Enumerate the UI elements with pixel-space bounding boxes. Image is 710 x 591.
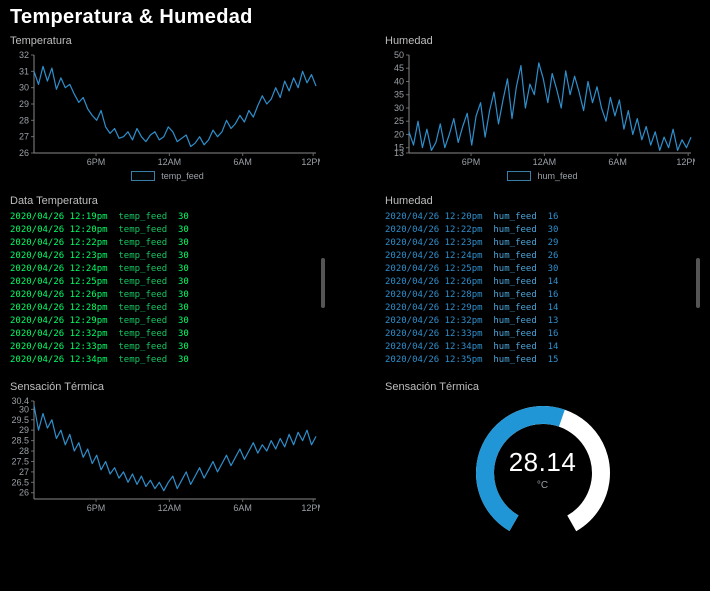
svg-text:27: 27 [19,132,29,142]
svg-text:30.4: 30.4 [11,397,29,406]
gauge-panel: Sensación Térmica 28.14 °C [385,381,700,537]
feed-row: 2020/04/26 12:28pm hum_feed 16 [385,289,700,302]
svg-text:40: 40 [394,76,404,86]
feed-row: 2020/04/26 12:25pm temp_feed 30 [10,276,325,289]
svg-text:20: 20 [394,129,404,139]
feed-row: 2020/04/26 12:24pm temp_feed 30 [10,263,325,276]
svg-text:29: 29 [19,425,29,435]
hum-feed-panel: Humedad 2020/04/26 12:20pm hum_feed 1620… [385,195,700,367]
svg-text:29: 29 [19,99,29,109]
scrollbar-thumb[interactable] [696,258,700,308]
svg-text:12AM: 12AM [158,503,182,513]
gauge-widget[interactable]: 28.14 °C [385,397,700,537]
gauge-arc [463,397,623,537]
svg-text:29.5: 29.5 [11,415,29,425]
svg-text:6PM: 6PM [87,157,106,167]
svg-text:12PM: 12PM [676,157,695,167]
feed-row: 2020/04/26 12:29pm hum_feed 14 [385,302,700,315]
feed-row: 2020/04/26 12:26pm hum_feed 14 [385,276,700,289]
svg-text:6PM: 6PM [462,157,481,167]
hum-feed-list[interactable]: 2020/04/26 12:20pm hum_feed 162020/04/26… [385,211,700,367]
feed-row: 2020/04/26 12:22pm hum_feed 30 [385,224,700,237]
feed-row: 2020/04/26 12:33pm temp_feed 30 [10,341,325,354]
hum-feed-title: Humedad [385,195,700,207]
feed-row: 2020/04/26 12:24pm hum_feed 26 [385,250,700,263]
svg-text:27: 27 [19,467,29,477]
svg-text:26: 26 [19,148,29,158]
heat-chart-panel: Sensación Térmica 2626.52727.52828.52929… [10,381,325,537]
temp-line-chart[interactable]: 26 27 28 29 30 31 32 6PM 12AM 6AM 12PM [10,51,320,169]
svg-text:6AM: 6AM [608,157,627,167]
scrollbar-thumb[interactable] [321,258,325,308]
feed-row: 2020/04/26 12:34pm hum_feed 14 [385,341,700,354]
svg-text:45: 45 [394,63,404,73]
svg-text:27.5: 27.5 [11,456,29,466]
feed-row: 2020/04/26 12:34pm temp_feed 30 [10,354,325,367]
page-title: Temperatura & Humedad [10,6,700,29]
temp-chart-title: Temperatura [10,35,325,47]
svg-text:12AM: 12AM [158,157,182,167]
heat-chart-title: Sensación Térmica [10,381,325,393]
feed-row: 2020/04/26 12:25pm hum_feed 30 [385,263,700,276]
svg-text:6AM: 6AM [233,157,252,167]
hum-chart-panel: Humedad 1315202530354045506PM12AM6AM12PM… [385,35,700,181]
temp-feed-panel: Data Temperatura 2020/04/26 12:19pm temp… [10,195,325,367]
feed-row: 2020/04/26 12:26pm temp_feed 30 [10,289,325,302]
feed-row: 2020/04/26 12:29pm temp_feed 30 [10,315,325,328]
svg-text:35: 35 [394,90,404,100]
svg-text:31: 31 [19,66,29,76]
hum-legend-swatch [507,171,531,181]
svg-text:12PM: 12PM [301,157,320,167]
hum-line-chart[interactable]: 1315202530354045506PM12AM6AM12PM [385,51,695,169]
feed-row: 2020/04/26 12:28pm temp_feed 30 [10,302,325,315]
temp-legend-label: temp_feed [161,171,204,181]
svg-text:26: 26 [19,488,29,498]
hum-legend: hum_feed [385,171,700,181]
temp-feed-title: Data Temperatura [10,195,325,207]
temp-legend: temp_feed [10,171,325,181]
svg-text:25: 25 [394,116,404,126]
feed-row: 2020/04/26 12:35pm hum_feed 15 [385,354,700,367]
svg-text:30: 30 [394,103,404,113]
svg-text:15: 15 [394,143,404,153]
feed-row: 2020/04/26 12:20pm temp_feed 30 [10,224,325,237]
svg-text:28.5: 28.5 [11,436,29,446]
feed-row: 2020/04/26 12:23pm temp_feed 30 [10,250,325,263]
feed-row: 2020/04/26 12:32pm hum_feed 13 [385,315,700,328]
temp-legend-swatch [131,171,155,181]
svg-text:26.5: 26.5 [11,477,29,487]
feed-row: 2020/04/26 12:32pm temp_feed 30 [10,328,325,341]
svg-text:6AM: 6AM [233,503,252,513]
hum-chart-title: Humedad [385,35,700,47]
feed-row: 2020/04/26 12:23pm hum_feed 29 [385,237,700,250]
svg-text:32: 32 [19,51,29,60]
temp-feed-list[interactable]: 2020/04/26 12:19pm temp_feed 302020/04/2… [10,211,325,367]
svg-text:30: 30 [19,83,29,93]
feed-row: 2020/04/26 12:33pm hum_feed 16 [385,328,700,341]
feed-row: 2020/04/26 12:19pm temp_feed 30 [10,211,325,224]
panel-grid: Temperatura 26 27 28 29 30 31 32 6PM 12AM 6AM 12PM… [10,35,700,537]
svg-text:12PM: 12PM [301,503,320,513]
gauge-title: Sensación Térmica [385,381,700,393]
feed-row: 2020/04/26 12:22pm temp_feed 30 [10,237,325,250]
temp-chart-panel: Temperatura 26 27 28 29 30 31 32 6PM 12AM 6AM 12PM… [10,35,325,181]
hum-legend-label: hum_feed [537,171,577,181]
svg-text:12AM: 12AM [533,157,557,167]
svg-text:6PM: 6PM [87,503,106,513]
svg-text:28: 28 [19,446,29,456]
feed-row: 2020/04/26 12:20pm hum_feed 16 [385,211,700,224]
dashboard: Temperatura & Humedad Temperatura 26 27 28… [0,0,710,591]
svg-text:50: 50 [394,51,404,60]
svg-text:28: 28 [19,115,29,125]
heat-line-chart[interactable]: 2626.52727.52828.52929.53030.46PM12AM6AM… [10,397,320,515]
